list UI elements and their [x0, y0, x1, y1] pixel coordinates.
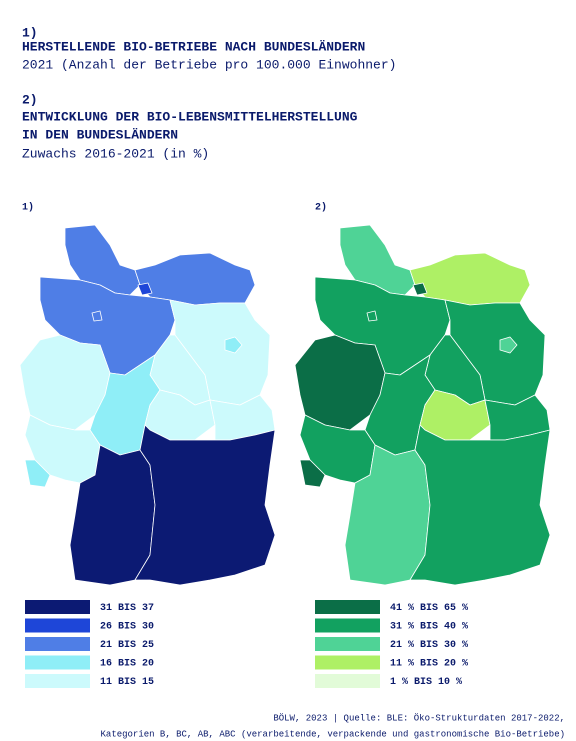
- legend-swatch: [25, 674, 90, 688]
- legend-label: 11 % BIS 20 %: [390, 659, 468, 670]
- legend-label: 11 BIS 15: [100, 677, 154, 688]
- title: ENTWICKLUNG DER BIO-LEBENSMITTELHERSTELL…: [22, 109, 358, 124]
- legend-swatch: [25, 600, 90, 614]
- part-number: 1): [22, 25, 38, 40]
- legend-swatch: [315, 618, 380, 633]
- title: HERSTELLENDE BIO-BETRIEBE NACH BUNDESLÄN…: [22, 39, 365, 54]
- legend-label: 1 % BIS 10 %: [390, 677, 462, 688]
- legend-label: 16 BIS 20: [100, 659, 154, 670]
- legend-label: 21 % BIS 30 %: [390, 640, 468, 651]
- legend-swatch: [315, 600, 380, 614]
- map-label: 2): [315, 202, 327, 214]
- legends: 31 BIS 37 26 BIS 30 21 BIS 25 16 BIS 20 11 B…: [25, 600, 468, 688]
- map-production: [19, 224, 276, 586]
- title: IN DEN BUNDESLÄNDERN: [22, 127, 178, 142]
- legend-swatch: [315, 655, 380, 670]
- legend-swatch: [315, 637, 380, 651]
- part-number: 2): [22, 92, 38, 107]
- legend-label: 31 BIS 37: [100, 603, 154, 614]
- map-label: 1): [22, 202, 34, 214]
- legend-swatch: [25, 637, 90, 651]
- legend-swatch: [25, 655, 90, 670]
- map-growth: [294, 224, 551, 586]
- footer: BÖLW, 2023 | Quelle: BLE: Öko-Strukturda…: [273, 712, 565, 723]
- legend-label: 41 % BIS 65 %: [390, 603, 468, 614]
- subtitle: 2021 (Anzahl der Betriebe pro 100.000 Ei…: [22, 57, 396, 72]
- legend-swatch: [25, 618, 90, 633]
- subtitle: Zuwachs 2016-2021 (in %): [22, 146, 209, 161]
- legend-swatch: [315, 674, 380, 688]
- legend-label: 21 BIS 25: [100, 640, 154, 651]
- footer: Kategorien B, BC, AB, ABC (verarbeitende…: [101, 729, 565, 739]
- legend-label: 31 % BIS 40 %: [390, 622, 468, 633]
- legend-label: 26 BIS 30: [100, 622, 154, 633]
